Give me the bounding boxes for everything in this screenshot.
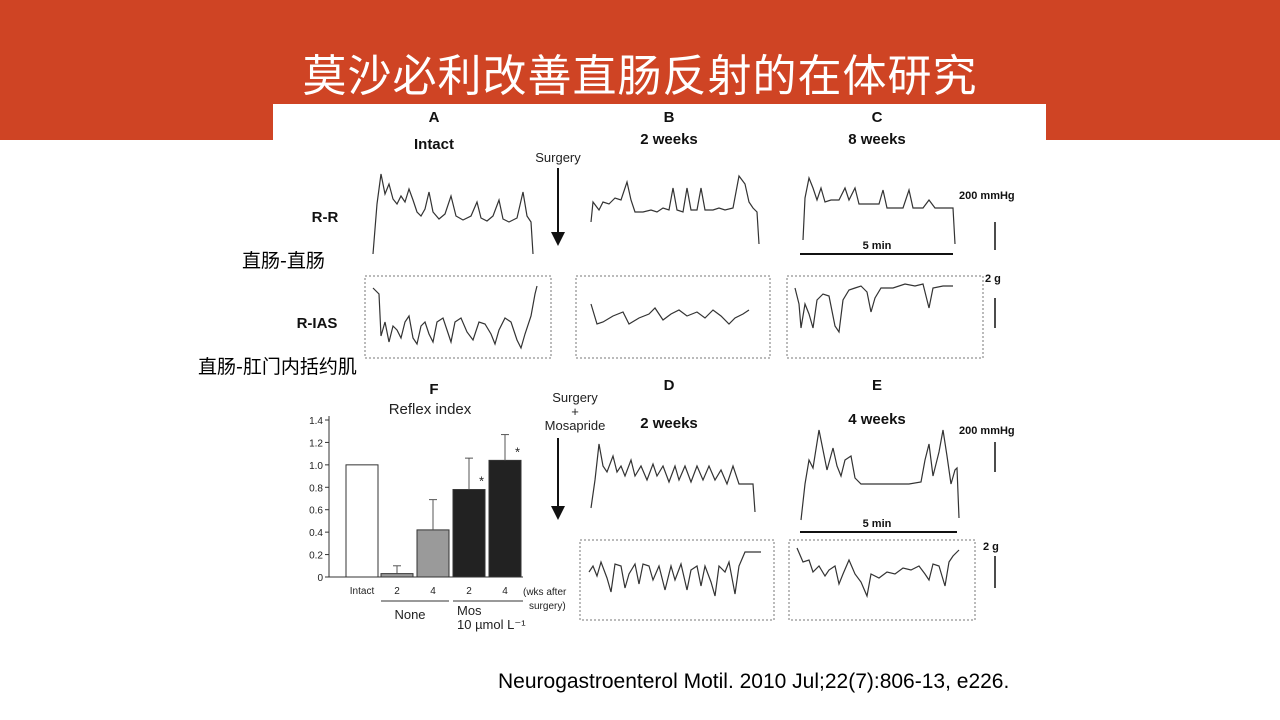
significance-star: * [515, 444, 520, 459]
y-tick-label: 1.0 [309, 461, 323, 472]
y-tick-label: 0.4 [309, 528, 323, 539]
trace-rias-a [372, 285, 538, 350]
citation: Neurogastroenterol Motil. 2010 Jul;22(7)… [498, 670, 1010, 693]
panel-e-letter: E [872, 377, 882, 394]
row-label-rr: R-R [312, 209, 339, 226]
y-tick-label: 1.2 [309, 438, 323, 449]
trace-rr-a [372, 173, 534, 255]
bar [416, 529, 450, 578]
y-tick-label: 0.8 [309, 483, 323, 494]
scale-pressure-bottom: 200 mmHg [959, 425, 1015, 437]
x-unit-line1: (wks after [523, 587, 567, 598]
y-tick-label: 0.2 [309, 551, 323, 562]
trace-rr-e [800, 429, 960, 521]
panel-f-letter: F [429, 381, 438, 398]
scale-force-bottom: 2 g [983, 541, 999, 553]
panel-a-letter: A [429, 109, 440, 126]
surgery-arrow-head [551, 232, 565, 246]
surgery-mos-arrow-head [551, 506, 565, 520]
category-label: 2 [466, 586, 472, 597]
group-label-mos-dose: 10 µmol L⁻¹ [457, 617, 526, 632]
scale-time-top: 5 min [863, 240, 892, 252]
panel-c-letter: C [872, 109, 883, 126]
bar [488, 459, 522, 578]
x-unit-line2: surgery) [529, 601, 566, 612]
surgery-mos-line2: + [571, 404, 579, 419]
scale-time-bottom: 5 min [863, 518, 892, 530]
category-label: Intact [350, 586, 375, 597]
figure-panel: A Intact B 2 weeks C 8 weeks Surgery R-R… [273, 104, 1046, 640]
bar [380, 573, 414, 578]
y-tick-label: 0 [317, 573, 323, 584]
y-tick-label: 0.6 [309, 506, 323, 517]
trace-rias-e [796, 547, 960, 599]
bar [452, 489, 486, 578]
box-rias-b [575, 275, 771, 359]
chart-title: Reflex index [389, 401, 472, 418]
group-label-mos: Mos [457, 603, 482, 618]
group-label-none: None [394, 607, 425, 622]
significance-star: * [479, 474, 484, 489]
panel-b-letter: B [664, 109, 675, 126]
panel-b-subtitle: 2 weeks [640, 131, 698, 148]
scale-force-top: 2 g [985, 273, 1001, 285]
trace-rr-d [590, 443, 756, 513]
trace-rr-c [802, 175, 956, 245]
trace-rias-c [794, 283, 953, 334]
trace-rias-d [588, 551, 761, 597]
category-label: 4 [430, 586, 436, 597]
surgery-mos-line1: Surgery [552, 390, 598, 405]
y-tick-label: 1.4 [309, 416, 323, 427]
scale-pressure-top: 200 mmHg [959, 190, 1015, 202]
figure-svg: A Intact B 2 weeks C 8 weeks Surgery R-R… [297, 109, 1015, 632]
bar [345, 464, 379, 578]
trace-rr-b [590, 174, 760, 245]
panel-c-subtitle: 8 weeks [848, 131, 906, 148]
panel-e-subtitle: 4 weeks [848, 411, 906, 428]
reflex-index-chart: 0 0.2 0.4 0.6 0.8 1.0 1.2 1.4 Intact 2 4 * 2 * 4 None Mo… [309, 416, 567, 632]
label-rr-chinese: 直肠-直肠 [242, 250, 325, 272]
box-rias-c [786, 275, 984, 359]
panel-a-subtitle: Intact [414, 136, 454, 153]
category-label: 4 [502, 586, 508, 597]
label-rias-chinese: 直肠-肛门内括约肌 [198, 356, 357, 378]
box-rias-a [364, 275, 552, 359]
box-rias-e [788, 539, 976, 621]
surgery-mos-line3: Mosapride [545, 418, 606, 433]
category-label: 2 [394, 586, 400, 597]
row-label-rias: R-IAS [297, 315, 338, 332]
panel-d-letter: D [664, 377, 675, 394]
trace-rias-b [590, 303, 750, 325]
box-rias-d [579, 539, 775, 621]
slide-title: 莫沙必利改善直肠反射的在体研究 [302, 51, 978, 102]
panel-d-subtitle: 2 weeks [640, 415, 698, 432]
surgery-label: Surgery [535, 150, 581, 165]
